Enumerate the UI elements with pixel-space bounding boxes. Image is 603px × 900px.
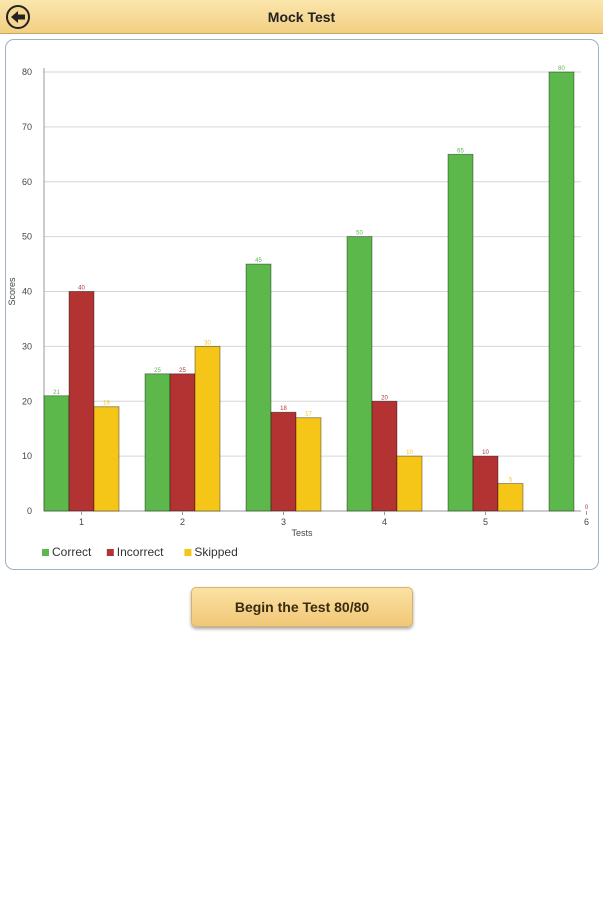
x-tick-label: 2 [180,517,185,527]
bar-incorrect-4 [371,400,398,512]
x-tick-label: 6 [584,517,589,527]
begin-test-button[interactable]: Begin the Test 80/80 [191,587,413,627]
bar-correct-6 [548,71,575,512]
bar-value-label: 0 [585,505,589,511]
bar-value-label: 18 [280,406,287,412]
bar-correct-3 [245,263,272,512]
bar-skipped-3 [295,417,322,512]
bar-skipped-2 [194,345,221,512]
y-tick-label: 30 [22,341,32,351]
bar-skipped-1 [93,406,120,512]
bar-correct-2 [144,373,171,512]
legend-swatch-correct [42,549,49,556]
bar-value-label: 17 [305,412,312,418]
x-tick-label: 5 [483,517,488,527]
y-tick-label: 40 [22,287,32,297]
top-bar: Mock Test [0,0,603,34]
bar-value-label: 10 [406,450,413,456]
bar-incorrect-2 [169,373,196,512]
bar-incorrect-3 [270,411,297,512]
bar-value-label: 50 [356,231,363,237]
bar-incorrect-5 [472,455,499,512]
y-tick-label: 0 [27,506,32,516]
chart-card: 0 10 20 30 40 50 60 70 80 Scores Tests 21 40 19 1 25 25 3… [5,39,599,570]
x-tick-label: 1 [79,517,84,527]
x-tick-label: 3 [281,517,286,527]
bar-value-label: 25 [179,368,186,374]
bar-skipped-4 [396,455,423,512]
x-tick-label: 4 [382,517,387,527]
bar-value-label: 10 [482,450,489,456]
arrow-left-icon [11,11,25,23]
bar-value-label: 25 [154,368,161,374]
bar-correct-5 [447,153,474,512]
bar-value-label: 80 [558,66,565,72]
x-axis-title: Tests [291,528,313,538]
legend-swatch-incorrect [106,549,114,556]
y-tick-label: 50 [22,232,32,242]
legend-swatch-skipped [184,549,192,556]
page-title: Mock Test [267,9,336,25]
bar-value-label: 19 [103,401,110,407]
bar-correct-4 [346,236,373,512]
bar-correct-1 [43,395,70,512]
bar-value-label: 65 [457,148,464,154]
y-tick-label: 60 [22,177,32,187]
legend-label-incorrect: Incorrect [117,545,164,559]
bar-value-label: 45 [255,258,262,264]
legend-label-skipped: Skipped [194,545,237,559]
y-tick-label: 70 [22,122,32,132]
bar-value-label: 21 [53,390,60,396]
y-axis-title: Scores [7,277,17,306]
bar-value-label: 40 [78,286,85,292]
bar-value-label: 20 [381,395,388,401]
back-button[interactable] [6,5,30,29]
bar-value-label: 30 [204,340,211,346]
y-tick-label: 80 [22,67,32,77]
bar-skipped-5 [497,483,524,512]
bar-value-label: 5 [509,478,513,484]
y-tick-label: 10 [22,451,32,461]
legend-label-correct: Correct [52,545,92,559]
bar-incorrect-1 [68,291,95,512]
y-tick-label: 20 [22,396,32,406]
